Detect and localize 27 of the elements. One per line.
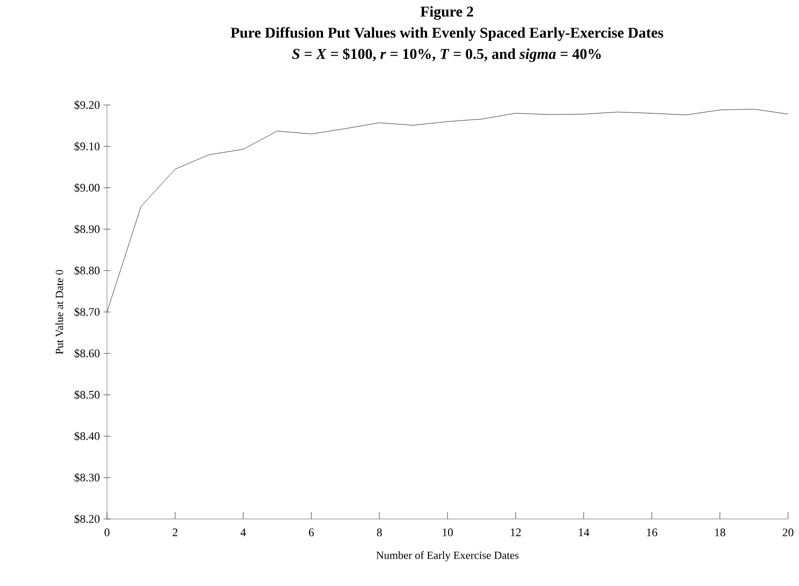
y-tick-label: $8.70: [74, 307, 100, 317]
x-tick-label: 0: [104, 528, 110, 536]
x-tick-label: 12: [510, 528, 521, 536]
x-tick-label: 18: [715, 528, 726, 536]
y-tick-label: $9.00: [74, 183, 100, 192]
x-tick-label: 16: [647, 528, 658, 536]
text: S = X = $100, r = 10%, T = 0.5, and sigma = 40%: [292, 48, 601, 62]
y-tick-label: $9.10: [74, 142, 100, 151]
x-tick-label: 6: [308, 528, 314, 536]
y-tick-label: $8.50: [74, 390, 100, 400]
y-tick-label: $8.80: [74, 266, 100, 276]
chart-title: Figure 2: [420, 6, 474, 20]
x-axis-title: Number of Early Exercise Dates: [376, 551, 519, 562]
y-tick-label: $9.20: [74, 100, 100, 110]
x-tick-label: 10: [442, 528, 453, 536]
x-tick-label: 8: [376, 528, 382, 536]
y-tick-label: $8.20: [74, 514, 100, 524]
chart-subtitle: Pure Diffusion Put Values with Evenly Spaced Early-Exercise Dates: [230, 27, 664, 41]
x-tick-label: 2: [172, 528, 178, 536]
y-tick-label: $8.90: [74, 224, 100, 234]
x-tick-label: 20: [782, 528, 794, 536]
y-tick-label: $8.40: [74, 432, 100, 441]
y-tick-label: $8.60: [74, 348, 100, 358]
y-axis-title: Put Value at Date 0: [55, 270, 64, 354]
x-tick-label: 14: [578, 528, 590, 536]
x-tick-label: 4: [240, 528, 246, 536]
y-tick-label: $8.30: [74, 472, 100, 482]
